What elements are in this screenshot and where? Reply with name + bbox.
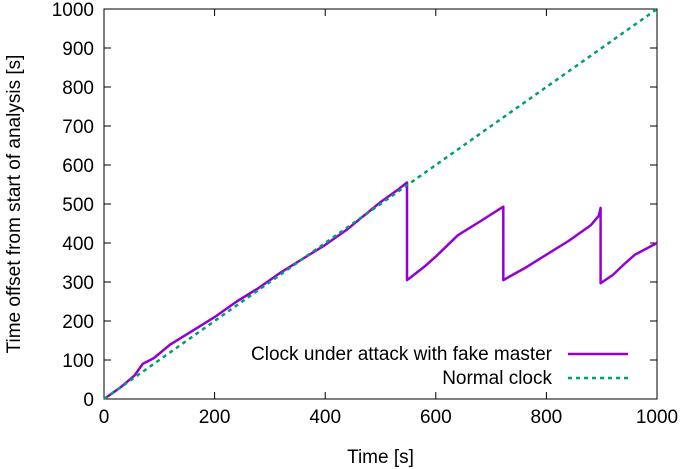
- legend: Clock under attack with fake master Norm…: [251, 344, 628, 389]
- y-tick-labels: 0 100 200 300 400 500 600 700 800 900 1000: [52, 0, 94, 411]
- y-tick-label: 500: [62, 195, 94, 216]
- x-tick-label: 400: [309, 407, 341, 428]
- legend-label-normal: Normal clock: [442, 368, 552, 389]
- series-line-1: [103, 7, 658, 401]
- y-tick-label: 900: [62, 39, 94, 60]
- y-tick-label: 200: [62, 312, 94, 333]
- x-tick-label: 800: [531, 407, 563, 428]
- y-tick-label: 1000: [52, 0, 94, 21]
- y-tick-label: 600: [62, 156, 94, 177]
- legend-label-attack: Clock under attack with fake master: [251, 344, 553, 365]
- series-layer: [103, 7, 658, 401]
- y-tick-label: 700: [62, 117, 94, 138]
- x-tick-label: 0: [99, 407, 110, 428]
- x-tick-labels: 0 200 400 600 800 1000: [99, 407, 678, 428]
- y-tick-label: 100: [62, 351, 94, 372]
- x-tick-label: 1000: [636, 407, 678, 428]
- x-tick-label: 200: [199, 407, 231, 428]
- y-tick-label: 0: [83, 390, 94, 411]
- y-tick-label: 800: [62, 78, 94, 99]
- y-tick-label: 300: [62, 273, 94, 294]
- x-tick-label: 600: [420, 407, 452, 428]
- series-line-0: [103, 181, 658, 401]
- x-axis-label: Time [s]: [347, 447, 414, 468]
- y-tick-label: 400: [62, 234, 94, 255]
- y-axis-label: Time offset from start of analysis [s]: [4, 55, 25, 354]
